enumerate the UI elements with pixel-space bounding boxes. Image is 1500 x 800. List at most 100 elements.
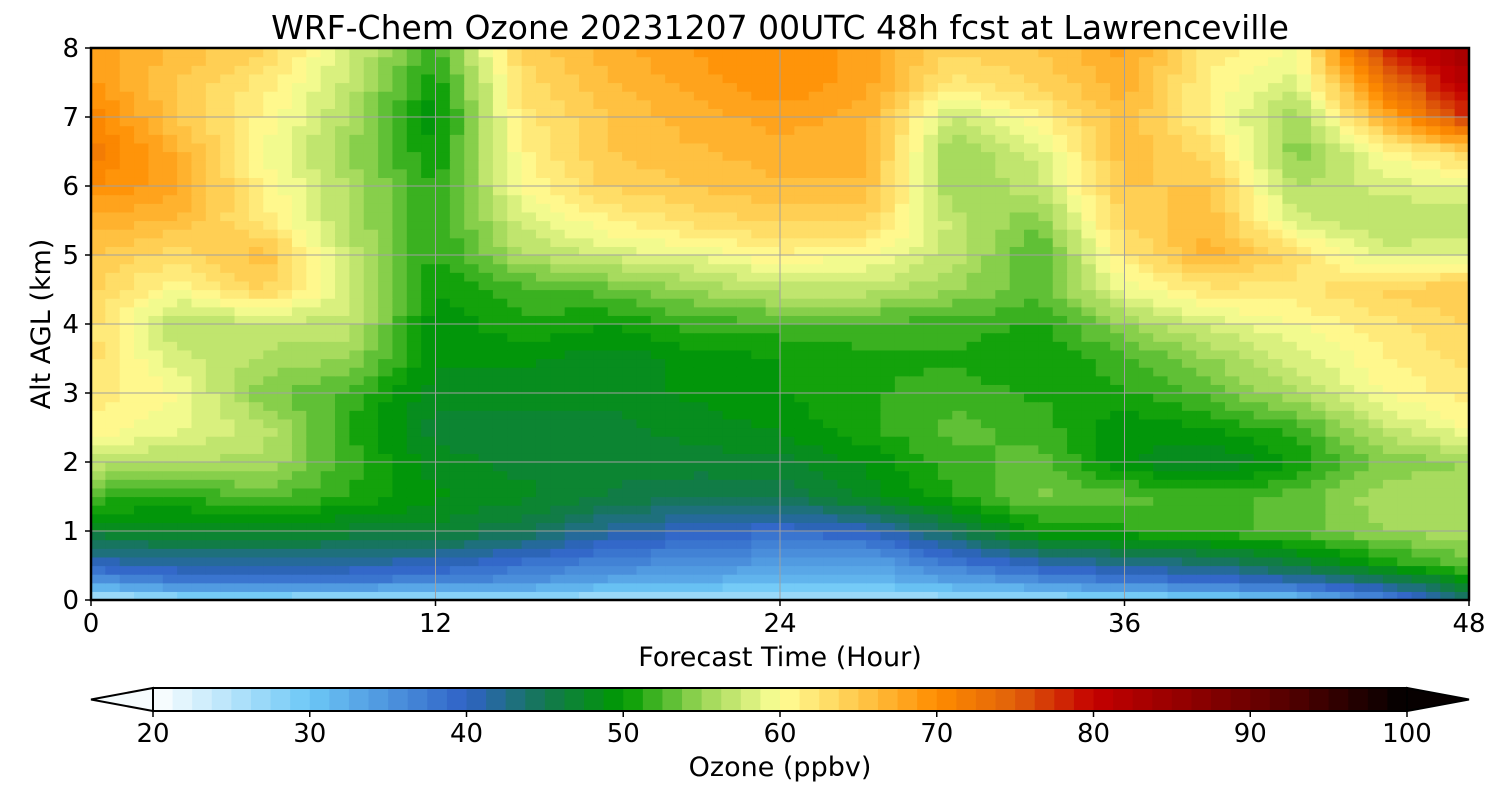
heatmap-cell — [1196, 384, 1212, 394]
heatmap-cell — [622, 591, 638, 600]
heatmap-cell — [823, 462, 839, 472]
heatmap-cell — [234, 324, 250, 334]
heatmap-cell — [794, 393, 810, 403]
heatmap-cell — [550, 531, 566, 541]
heatmap-cell — [1253, 246, 1269, 256]
heatmap-cell — [722, 280, 738, 291]
heatmap-cell — [966, 220, 982, 230]
heatmap-cell — [535, 186, 551, 196]
heatmap-cell — [91, 142, 106, 153]
heatmap-cell — [248, 591, 264, 600]
heatmap-cell — [722, 315, 738, 325]
heatmap-cell — [909, 401, 925, 411]
heatmap-cell — [148, 487, 164, 498]
heatmap-cell — [765, 263, 781, 273]
heatmap-cell — [751, 522, 767, 532]
heatmap-cell — [1224, 237, 1240, 247]
heatmap-cell — [1397, 324, 1413, 334]
heatmap-cell — [1095, 393, 1111, 403]
heatmap-cell — [866, 160, 882, 170]
heatmap-cell — [435, 341, 451, 351]
heatmap-cell — [1110, 246, 1126, 256]
heatmap-cell — [1210, 298, 1226, 308]
heatmap-cell — [1138, 289, 1154, 299]
heatmap-cell — [880, 591, 896, 600]
heatmap-cell — [119, 401, 135, 411]
heatmap-cell — [449, 367, 465, 377]
heatmap-cell — [1124, 410, 1140, 420]
heatmap-cell — [148, 341, 164, 351]
heatmap-cell — [1024, 246, 1039, 256]
heatmap-cell — [464, 168, 480, 178]
heatmap-cell — [780, 591, 795, 600]
heatmap-cell — [119, 151, 135, 161]
heatmap-cell — [1052, 574, 1068, 584]
heatmap-cell — [1425, 401, 1441, 411]
heatmap-cell — [866, 358, 882, 368]
heatmap-cell — [1138, 591, 1154, 600]
heatmap-cell — [550, 332, 566, 342]
heatmap-cell — [1454, 418, 1469, 429]
heatmap-cell — [1081, 168, 1097, 178]
heatmap-cell — [1282, 332, 1298, 342]
heatmap-cell — [579, 220, 594, 230]
heatmap-cell — [1296, 574, 1312, 584]
heatmap-cell — [650, 384, 666, 394]
heatmap-cell — [679, 237, 695, 247]
heatmap-cell — [1368, 444, 1384, 454]
heatmap-cell — [1425, 384, 1441, 394]
heatmap-cell — [593, 531, 609, 541]
heatmap-cell — [679, 220, 695, 230]
heatmap-cell — [234, 263, 250, 273]
heatmap-cell — [535, 539, 551, 549]
heatmap-cell — [1382, 556, 1398, 567]
heatmap-cell — [464, 280, 480, 291]
heatmap-cell — [1210, 565, 1226, 575]
heatmap-cell — [894, 470, 910, 480]
heatmap-cell — [636, 160, 652, 170]
heatmap-cell — [263, 505, 279, 515]
heatmap-cell — [1095, 177, 1111, 187]
heatmap-cell — [134, 401, 150, 411]
heatmap-cell — [751, 539, 767, 549]
heatmap-cell — [464, 272, 480, 282]
heatmap-cell — [248, 341, 264, 351]
heatmap-cell — [1282, 194, 1298, 204]
heatmap-cell — [923, 487, 939, 498]
heatmap-cell — [535, 384, 551, 394]
heatmap-cell — [880, 384, 896, 394]
heatmap-cell — [780, 160, 795, 170]
heatmap-cell — [708, 401, 724, 411]
heatmap-cell — [952, 332, 968, 342]
heatmap-cell — [1339, 160, 1355, 170]
heatmap-cell — [492, 367, 508, 377]
heatmap-cell — [1282, 453, 1298, 463]
heatmap-cell — [1167, 591, 1183, 600]
heatmap-cell — [191, 522, 207, 532]
heatmap-cell — [679, 556, 695, 567]
heatmap-cell — [794, 332, 810, 342]
heatmap-cell — [1181, 151, 1197, 161]
heatmap-cell — [1296, 246, 1312, 256]
heatmap-cell — [1095, 280, 1111, 291]
heatmap-cell — [363, 436, 379, 446]
heatmap-cell — [1282, 341, 1298, 351]
heatmap-cell — [765, 436, 781, 446]
heatmap-cell — [1425, 237, 1441, 247]
heatmap-cell — [205, 306, 221, 316]
heatmap-cell — [1009, 255, 1025, 265]
heatmap-cell — [349, 582, 365, 592]
heatmap-cell — [1411, 168, 1427, 178]
heatmap-cell — [1411, 160, 1427, 170]
heatmap-cell — [995, 505, 1011, 515]
heatmap-cell — [406, 539, 422, 549]
heatmap-cell — [1167, 418, 1183, 429]
heatmap-cell — [277, 324, 293, 334]
heatmap-cell — [521, 341, 537, 351]
heatmap-cell — [378, 289, 394, 299]
heatmap-cell — [248, 298, 264, 308]
heatmap-cell — [808, 280, 824, 291]
heatmap-cell — [492, 591, 508, 600]
heatmap-cell — [1425, 289, 1441, 299]
heatmap-cell — [909, 246, 925, 256]
